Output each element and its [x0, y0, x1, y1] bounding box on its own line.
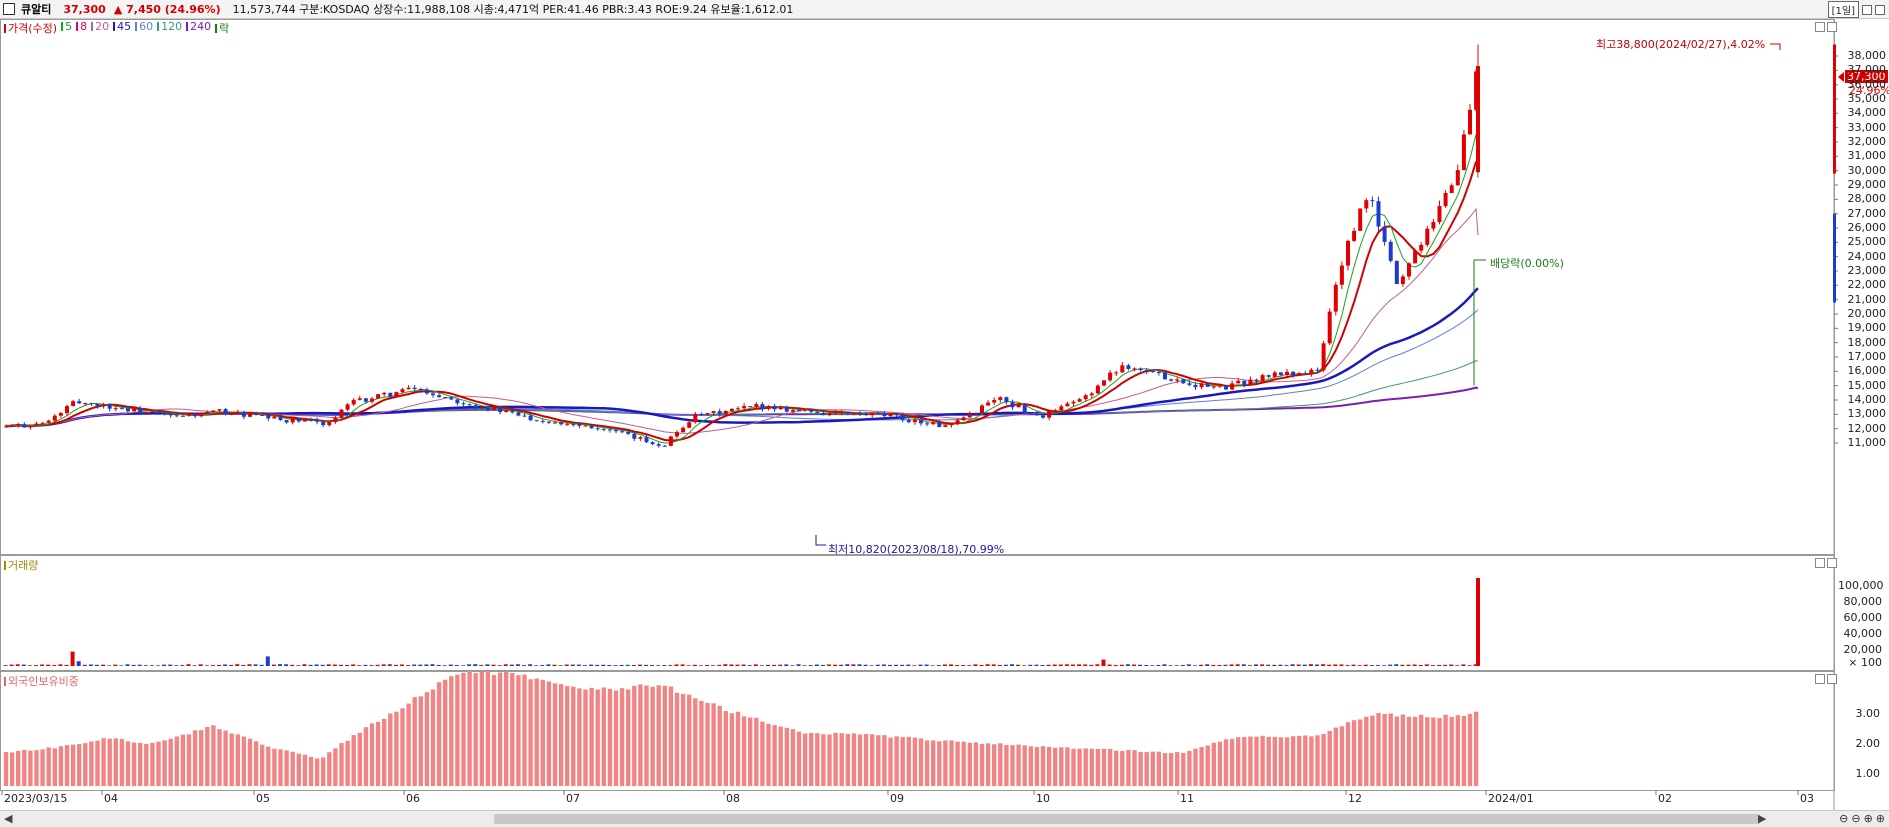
foreign-pane-controls[interactable] [1815, 674, 1837, 684]
price-tick: 29,000 [1847, 178, 1887, 191]
zoom-in-2-icon[interactable]: ⊕ [1875, 812, 1885, 825]
date-tick: 11 [1180, 792, 1194, 805]
price-tick: 28,000 [1847, 192, 1887, 206]
date-tick: 02 [1658, 792, 1672, 805]
price-tick: 17,000 [1847, 350, 1887, 363]
minimize-button[interactable] [1862, 4, 1872, 15]
foreign-ownership-pane[interactable]: 외국인보유비중 [0, 671, 1889, 790]
volume-tick: 40,000 [1843, 627, 1883, 640]
date-tick: 07 [566, 792, 580, 805]
price-tick: 37,000 [1847, 63, 1887, 77]
price-tick: 30,000 [1847, 163, 1887, 177]
legend-ma240[interactable]: 240 [186, 20, 211, 36]
date-tick: 2024/01 [1488, 792, 1534, 805]
scroll-right-button[interactable]: ▶ [1758, 812, 1767, 825]
date-tick: 08 [726, 792, 740, 805]
zoom-controls: ⊖ ⊖ ⊕ ⊕ [1839, 812, 1885, 825]
date-tick: 10 [1036, 792, 1050, 805]
date-tick: 12 [1348, 792, 1362, 805]
price-tick: 16,000 [1847, 364, 1887, 378]
stock-metrics: 11,573,744 구분:KOSDAQ 상장수:11,988,108 시총:4… [232, 3, 794, 16]
price-tick: 22,000 [1847, 278, 1887, 292]
price-tick: 34,000 [1847, 106, 1887, 120]
price-tick: 31,000 [1847, 149, 1887, 163]
price-tick: 21,000 [1847, 292, 1887, 306]
date-tick: 05 [256, 792, 270, 805]
volume-tick: 100,000 [1838, 579, 1884, 592]
date-tick: 03 [1800, 792, 1814, 805]
legend-ma120[interactable]: 120 [157, 20, 182, 36]
foreign-legend[interactable]: 외국인보유비중 [4, 673, 79, 689]
legend-dividend[interactable]: 락 [215, 20, 229, 36]
legend-ma8[interactable]: 8 [76, 20, 87, 36]
volume-pane[interactable]: 거래량 [0, 555, 1889, 670]
volume-tick: 80,000 [1843, 595, 1883, 608]
foreign-tick: 2.00 [1855, 737, 1881, 750]
date-tick: 06 [406, 792, 420, 805]
legend-price[interactable]: 가격(수정) [4, 20, 57, 36]
price-tick: 11,000 [1847, 436, 1887, 449]
foreign-tick: 3.00 [1855, 707, 1881, 720]
zoom-in-icon[interactable]: ⊕ [1863, 812, 1873, 825]
price-tick: 33,000 [1847, 120, 1887, 134]
price-change: ▲ 7,450 (24.96%) [113, 2, 221, 16]
high-annotation: 최고38,800(2024/02/27),4.02% [1596, 38, 1766, 51]
price-tick: 26,000 [1847, 221, 1887, 234]
price-tick: 23,000 [1847, 264, 1887, 277]
price-legend: 가격(수정) 5 8 20 45 60 120 240 락 [4, 20, 229, 36]
close-button[interactable] [1875, 4, 1885, 15]
price-tick: 12,000 [1847, 421, 1887, 435]
scroll-left-button[interactable]: ◀ [4, 812, 13, 825]
current-pct-label: 24.96% [1849, 84, 1889, 97]
legend-ma20[interactable]: 20 [91, 20, 109, 36]
current-price: 37,300 [63, 2, 106, 16]
price-tick: 36,000 [1847, 77, 1887, 91]
legend-ma5[interactable]: 5 [61, 20, 72, 36]
volume-tick: × 100 [1848, 656, 1882, 669]
legend-ma45[interactable]: 45 [113, 20, 131, 36]
legend-ma60[interactable]: 60 [135, 20, 153, 36]
price-tick: 19,000 [1847, 321, 1887, 335]
zoom-out-2-icon[interactable]: ⊖ [1851, 812, 1861, 825]
current-price-label: 37,300 [1845, 70, 1888, 83]
volume-pane-controls[interactable] [1815, 558, 1837, 568]
price-tick: 13,000 [1847, 407, 1887, 421]
price-tick: 18,000 [1847, 335, 1887, 349]
period-selector[interactable]: [1일] [1827, 1, 1859, 18]
date-tick: 04 [104, 792, 118, 805]
volume-tick: 20,000 [1843, 643, 1883, 656]
dividend-annotation: 배당락(0.00%) [1490, 257, 1564, 270]
stock-info-bar: 큐알티 37,300 ▲ 7,450 (24.96%) 11,573,744 구… [0, 0, 1889, 19]
foreign-tick: 1.00 [1855, 767, 1881, 780]
price-tick: 38,000 [1847, 49, 1887, 62]
price-tick: 15,000 [1847, 378, 1887, 392]
date-tick: 09 [890, 792, 904, 805]
price-pane[interactable]: 가격(수정) 5 8 20 45 60 120 240 락 [0, 19, 1889, 554]
price-tick: 20,000 [1847, 307, 1887, 320]
volume-tick: 60,000 [1843, 611, 1883, 624]
price-tick: 25,000 [1847, 235, 1887, 249]
low-annotation: 최저10,820(2023/08/18),70.99% [828, 543, 1005, 556]
zoom-out-icon[interactable]: ⊖ [1839, 812, 1849, 825]
price-tick: 14,000 [1847, 393, 1887, 406]
price-tick: 32,000 [1847, 135, 1887, 148]
stock-name[interactable]: 큐알티 [21, 3, 52, 16]
date-tick: 2023/03/15 [4, 792, 68, 805]
price-tick: 27,000 [1847, 206, 1887, 220]
scroll-thumb[interactable] [494, 814, 1760, 824]
price-tick: 35,000 [1847, 92, 1887, 105]
select-checkbox[interactable] [3, 3, 15, 15]
price-pane-controls[interactable] [1815, 22, 1837, 32]
price-tick: 24,000 [1847, 249, 1887, 263]
chart-scrollbar[interactable]: ◀ ▶ ⊖ ⊖ ⊕ ⊕ [0, 810, 1889, 827]
volume-legend[interactable]: 거래량 [4, 557, 38, 573]
